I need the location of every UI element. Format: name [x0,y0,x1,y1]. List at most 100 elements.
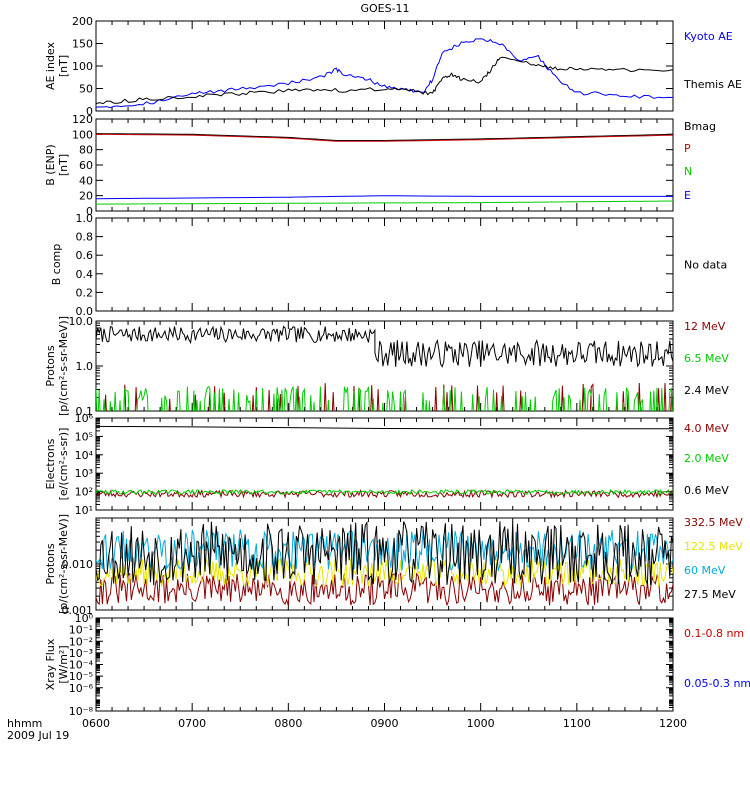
x-tick-label: 0800 [274,717,302,730]
y-axis-label: B (ENP) [44,144,57,185]
y-axis-label: Electrons [44,438,57,489]
y-tick-label: 0 [86,205,93,218]
series-line-N [96,200,673,205]
y-tick-label: 150 [72,38,93,51]
panel-b_enp: 0 20 40 60 80 100 120 B (ENP) [nT] Bmag PNE [44,113,716,218]
legend-Bmag: Bmag [684,120,716,133]
legend-122.5 MeV: 122.5 MeV [684,540,743,553]
y-tick-label: 40 [79,174,93,187]
x-tick-label: 0700 [178,717,206,730]
legend-Kyoto AE: Kyoto AE [684,30,733,43]
y-tick-label: 0.010 [62,558,94,571]
y-tick-label: 10⁵ [75,430,93,443]
y-tick-label: 20 [79,190,93,203]
panel-electrons: 10¹ 10² 10³ 10⁴ 10⁵ 10⁶ Electrons [e/(cm²-s-sr)… [44,412,729,517]
panel-frame [95,217,674,312]
y-tick-label: 1.0 [76,212,94,225]
panel-protons_high: 0.001 0.010 Protons [p/(cm²-s-sr-MeV)] 332.5… [44,514,743,617]
y-axis-label: [nT] [57,154,70,176]
x-tick-label: 0900 [371,717,399,730]
legend-0.6 MeV: 0.6 MeV [684,484,729,497]
panel-frame [95,617,674,712]
x-tick-label: 0600 [82,717,110,730]
y-tick-label: 0.6 [76,249,94,262]
y-tick-label: 50 [79,83,93,96]
series-line-2.4 MeV [96,325,673,368]
x-axis: hhmm 2009 Jul 19 0600 0700 0800 0900 1000 110… [7,717,687,742]
legend-12 MeV: 12 MeV [684,320,726,333]
y-axis-label: [nT] [57,55,70,77]
y-tick-label: 10⁻⁵ [69,670,93,683]
series-line-2.0 MeV [96,488,673,496]
no-data-note: No data [684,259,727,272]
y-tick-label: 60 [79,159,93,172]
y-axis-label: [p/(cm²-s-sr-MeV)] [57,514,70,614]
series-line-Themis AE [96,56,673,105]
y-tick-label: 0.1 [76,405,94,418]
series-line-Bmag [96,133,673,141]
y-tick-label: 0.2 [76,286,94,299]
plot-title: GOES-11 [360,2,409,15]
panel-protons_low: 0.1 1.0 10.0 Protons [p/(cm²-s-sr-MeV)] 12 Me… [44,315,729,418]
y-tick-label: 100 [72,128,93,141]
legend-E: E [684,189,691,202]
series-line-122.5 MeV [96,557,673,588]
y-tick-label: 0 [86,105,93,118]
panel-frame [95,320,674,412]
y-tick-label: 1.0 [76,360,94,373]
legend-Themis AE: Themis AE [683,78,742,91]
legend-2.4 MeV: 2.4 MeV [684,384,729,397]
panel-frame [95,20,674,112]
series-line-27.5 MeV [96,520,673,586]
x-tick-label: 1000 [467,717,495,730]
y-tick-label: 0.0 [76,305,94,318]
x-tick-label: 1100 [563,717,591,730]
legend-332.5 MeV: 332.5 MeV [684,516,743,529]
y-tick-label: 10⁻⁴ [69,659,94,672]
y-tick-label: 10⁻² [69,635,93,648]
legend-6.5 MeV: 6.5 MeV [684,352,729,365]
series-line-Kyoto AE [96,38,673,109]
x-tick-label: 1200 [659,717,687,730]
y-tick-label: 10⁰ [75,612,94,625]
panel-frame [95,118,674,212]
series-line-E [96,195,673,200]
legend-0.05-0.3 nm: 0.05-0.3 nm [684,677,750,690]
y-tick-label: 10¹ [75,504,93,517]
legend-N: N [684,165,692,178]
legend-2.0 MeV: 2.0 MeV [684,452,729,465]
date-label: 2009 Jul 19 [7,729,69,742]
series-line-0.6 MeV [96,425,673,430]
legend-P: P [684,142,691,155]
legend-0.1-0.8 nm: 0.1-0.8 nm [684,627,744,640]
y-tick-label: 200 [72,15,93,28]
y-tick-label: 120 [72,113,93,126]
y-axis-label: AE index [44,41,57,90]
y-tick-label: 10² [75,486,93,499]
time-label: hhmm [7,717,42,730]
legend-60 MeV: 60 MeV [684,564,726,577]
legend-27.5 MeV: 27.5 MeV [684,588,736,601]
y-tick-label: 0.001 [62,604,94,617]
y-axis-label: Xray Flux [44,638,57,690]
y-tick-label: 0.8 [76,231,94,244]
panel-ae: 0 50 100 150 200 AE index [nT] Kyoto AE Themis A… [44,15,742,118]
y-tick-label: 10³ [75,467,93,480]
legend-4.0 MeV: 4.0 MeV [684,422,729,435]
y-axis-label: [W/m²] [57,645,70,683]
y-axis-label: B comp [50,244,63,286]
y-axis-label: Protons [44,543,57,584]
y-tick-label: 10⁻¹ [69,624,93,637]
y-axis-label: [p/(cm²-s-sr-MeV)] [57,316,70,416]
y-tick-label: 10⁶ [75,412,94,425]
y-tick-label: 10⁴ [75,449,94,462]
y-tick-label: 10⁻⁶ [69,682,94,695]
y-axis-label: [e/(cm²-s-sr)] [57,428,70,501]
y-tick-label: 80 [79,144,93,157]
series-line-P [96,133,673,142]
y-axis-label: Protons [44,345,57,386]
y-tick-label: 10⁻³ [69,647,93,660]
panel-b_comp: 0.0 0.2 0.4 0.6 0.8 1.0 B comp No data [50,212,727,318]
